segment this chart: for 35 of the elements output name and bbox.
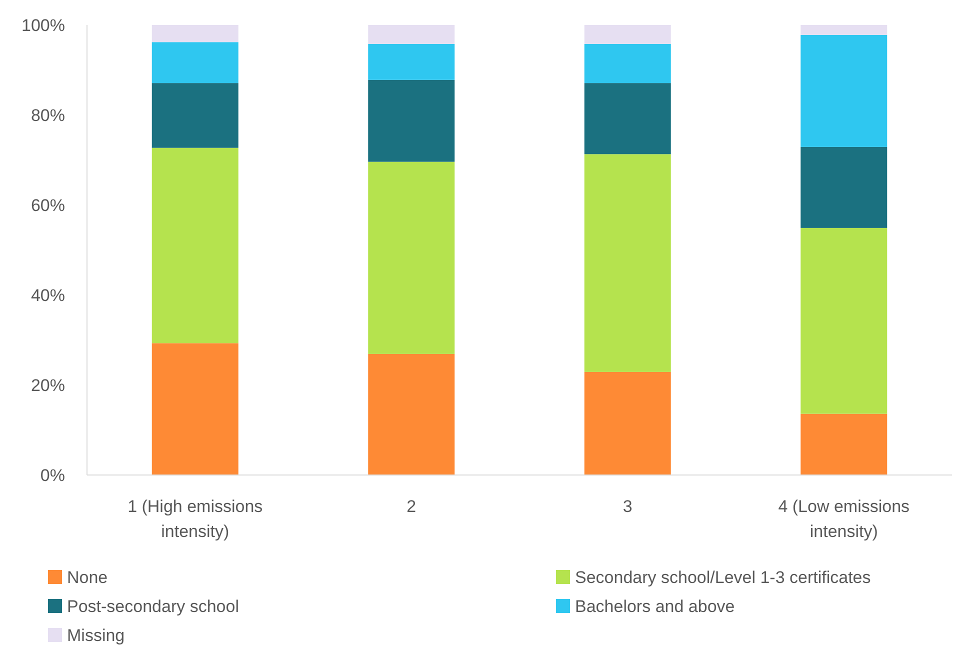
bar — [584, 372, 671, 475]
x-tick-label: 3 — [622, 497, 632, 516]
bar — [368, 354, 455, 475]
x-tick-label: 1 (High emissions intensity) — [128, 497, 263, 541]
bar — [584, 25, 671, 44]
y-tick-label: 100% — [22, 16, 65, 35]
bar — [800, 414, 888, 475]
bar — [152, 343, 238, 475]
y-tick-label: 20% — [30, 376, 65, 395]
bar — [368, 44, 455, 80]
bar — [800, 228, 888, 414]
bar — [368, 162, 455, 354]
bar — [584, 44, 671, 84]
bar — [152, 148, 238, 344]
bar — [800, 25, 888, 35]
bar — [368, 25, 455, 44]
y-tick-label: 0% — [40, 466, 65, 485]
bar — [368, 80, 455, 162]
legend-label: Post-secondary school — [67, 596, 239, 616]
bar — [152, 25, 238, 42]
bar — [152, 83, 238, 148]
legend-label: None — [67, 568, 108, 587]
bar — [800, 34, 888, 147]
x-tick-label: 2 — [406, 497, 416, 516]
y-tick-label: 60% — [30, 196, 65, 215]
bar — [800, 146, 888, 228]
legend-label: Missing — [67, 626, 125, 645]
legend-label: Bachelors and above — [575, 596, 735, 616]
bar — [584, 83, 671, 154]
x-tick-label: 4 (Low emissions intensity) — [778, 497, 910, 541]
y-tick-label: 80% — [30, 106, 65, 125]
legend-label: Secondary school/Level 1-3 certificates — [575, 568, 871, 587]
y-tick-label: 40% — [30, 286, 65, 305]
bar — [152, 42, 238, 84]
bar — [584, 154, 671, 372]
